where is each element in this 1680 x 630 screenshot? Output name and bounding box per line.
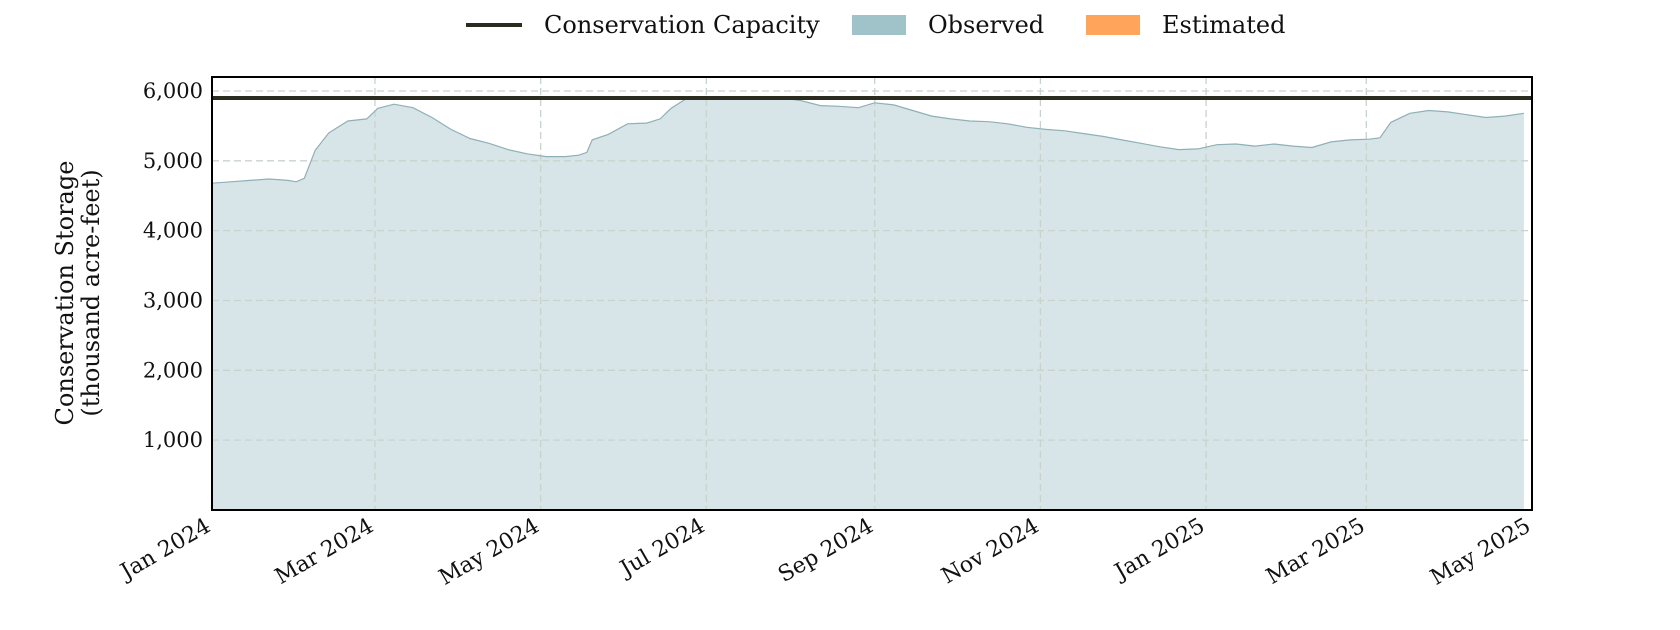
x-tick-label: Jan 2024 <box>115 514 215 586</box>
y-tick-label: 1,000 <box>143 428 203 452</box>
observed-area <box>212 98 1524 510</box>
x-tick-label: May 2024 <box>435 514 544 591</box>
observed-line <box>211 97 1524 184</box>
legend-item-capacity: Conservation Capacity <box>466 8 820 42</box>
x-tick-label: Mar 2024 <box>271 514 378 590</box>
plot-frame <box>211 76 1533 511</box>
y-tick-label: 2,000 <box>143 358 203 382</box>
y-tick-label: 4,000 <box>143 219 203 243</box>
legend-item-estimated: Estimated <box>1086 8 1285 42</box>
x-tick-label: May 2025 <box>1426 514 1535 591</box>
x-tick-label: Jul 2024 <box>615 514 710 583</box>
chart-legend: Conservation Capacity Observed Estimated <box>0 8 1680 42</box>
legend-observed-swatch <box>852 15 906 35</box>
y-tick-label: 5,000 <box>143 149 203 173</box>
legend-estimated-label: Estimated <box>1162 11 1286 39</box>
y-tick-label: 6,000 <box>143 79 203 103</box>
x-tick-label: Jan 2025 <box>1109 514 1209 586</box>
legend-estimated-swatch <box>1086 15 1140 35</box>
y-tick-label: 3,000 <box>143 288 203 312</box>
x-tick-label: Sep 2024 <box>774 514 878 588</box>
legend-observed-label: Observed <box>928 11 1045 39</box>
legend-item-observed: Observed <box>852 8 1044 42</box>
x-tick-label: Nov 2024 <box>937 514 1043 590</box>
x-tick-label: Mar 2025 <box>1262 514 1369 590</box>
legend-capacity-label: Conservation Capacity <box>544 11 820 39</box>
legend-capacity-line <box>466 23 522 27</box>
